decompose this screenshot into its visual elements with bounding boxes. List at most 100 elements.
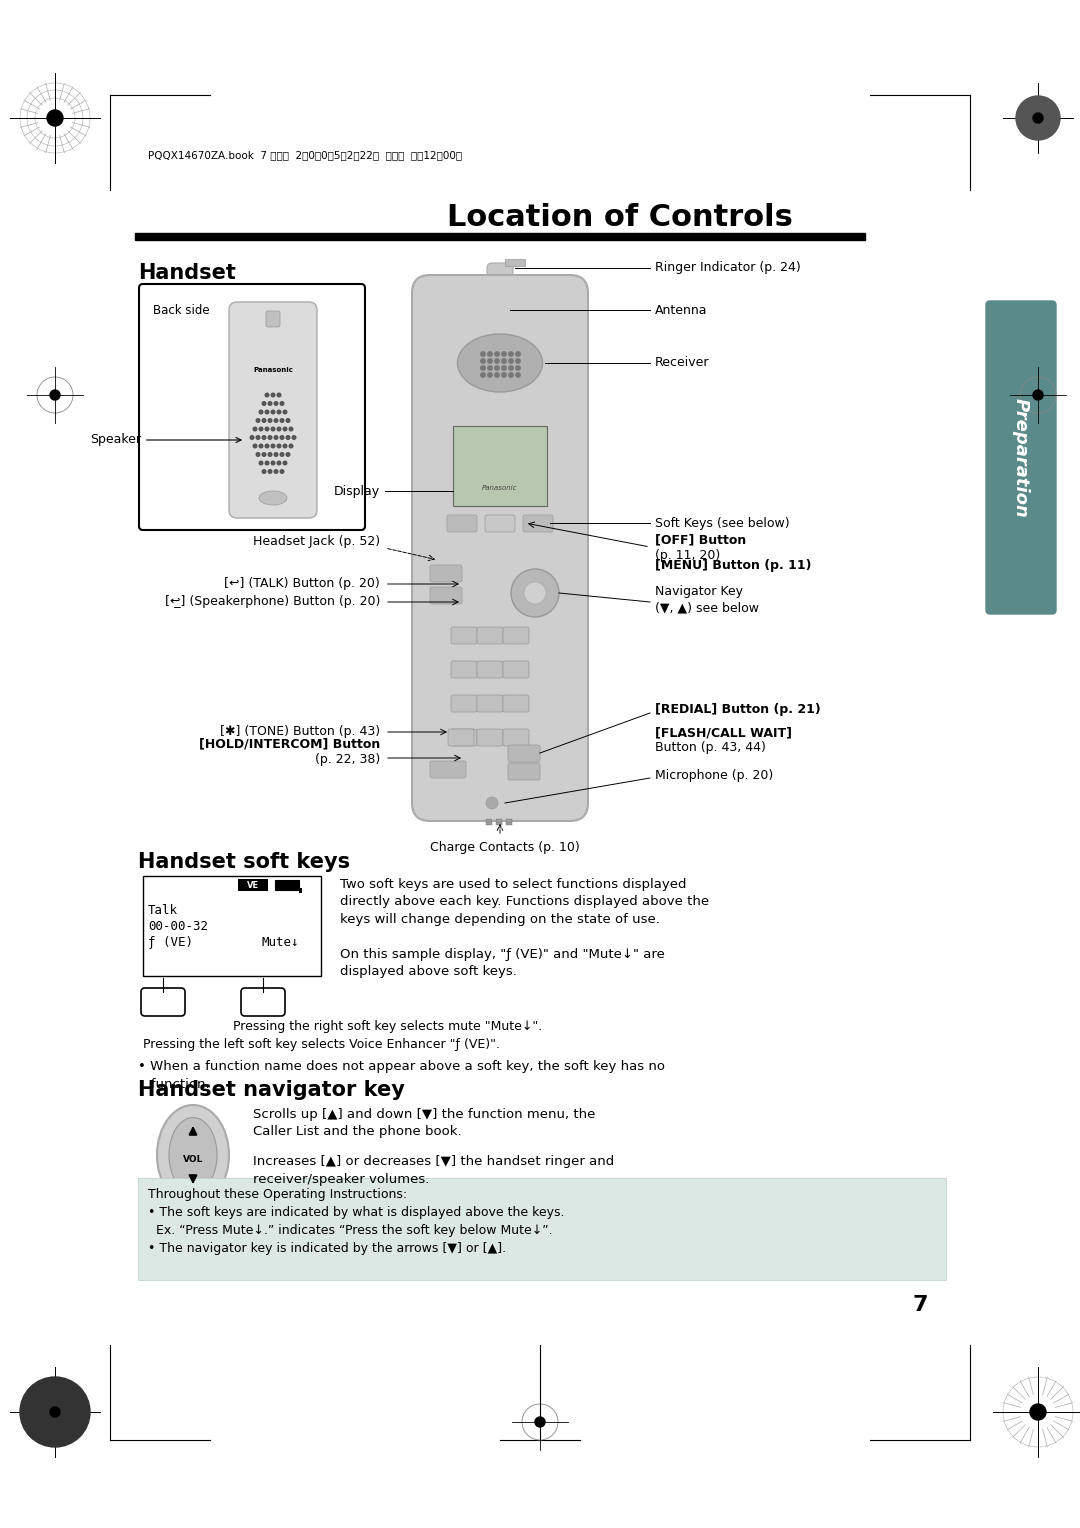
Text: VOL: VOL bbox=[183, 1155, 203, 1164]
FancyBboxPatch shape bbox=[451, 626, 477, 643]
Circle shape bbox=[280, 469, 284, 474]
Bar bbox=[453, 426, 546, 506]
Circle shape bbox=[278, 428, 281, 431]
Text: (p. 22, 38): (p. 22, 38) bbox=[314, 753, 380, 767]
Text: Receiver: Receiver bbox=[654, 356, 710, 370]
Text: (▼, ▲) see below: (▼, ▲) see below bbox=[654, 602, 759, 614]
Circle shape bbox=[256, 419, 260, 422]
Circle shape bbox=[509, 373, 513, 377]
Circle shape bbox=[509, 351, 513, 356]
Circle shape bbox=[509, 359, 513, 364]
Circle shape bbox=[516, 351, 521, 356]
Text: Headset Jack (p. 52): Headset Jack (p. 52) bbox=[253, 535, 380, 549]
Circle shape bbox=[495, 359, 499, 364]
Circle shape bbox=[256, 452, 260, 457]
Circle shape bbox=[278, 393, 281, 397]
Circle shape bbox=[524, 582, 546, 604]
FancyBboxPatch shape bbox=[241, 989, 285, 1016]
Circle shape bbox=[253, 445, 257, 448]
Circle shape bbox=[259, 461, 262, 465]
Bar bbox=[135, 232, 865, 240]
Circle shape bbox=[274, 402, 278, 405]
FancyBboxPatch shape bbox=[503, 662, 529, 678]
Circle shape bbox=[266, 428, 269, 431]
Circle shape bbox=[286, 435, 289, 440]
Bar bbox=[143, 876, 321, 976]
Circle shape bbox=[488, 359, 492, 364]
Circle shape bbox=[253, 428, 257, 431]
Circle shape bbox=[283, 428, 287, 431]
Circle shape bbox=[268, 452, 272, 457]
FancyBboxPatch shape bbox=[487, 263, 513, 358]
Text: Navigator Key: Navigator Key bbox=[654, 585, 743, 599]
Circle shape bbox=[271, 428, 274, 431]
Ellipse shape bbox=[458, 335, 542, 393]
Text: Panasonic: Panasonic bbox=[253, 367, 293, 373]
FancyBboxPatch shape bbox=[986, 301, 1056, 614]
Text: (p. 11, 20): (p. 11, 20) bbox=[654, 550, 720, 562]
Circle shape bbox=[280, 419, 284, 422]
Text: Ringer Indicator (p. 24): Ringer Indicator (p. 24) bbox=[654, 261, 800, 275]
Circle shape bbox=[266, 445, 269, 448]
Ellipse shape bbox=[157, 1105, 229, 1206]
FancyBboxPatch shape bbox=[503, 729, 529, 746]
Circle shape bbox=[516, 359, 521, 364]
Circle shape bbox=[495, 365, 499, 370]
Bar bbox=[275, 880, 299, 889]
Circle shape bbox=[278, 445, 281, 448]
Circle shape bbox=[495, 373, 499, 377]
Circle shape bbox=[511, 568, 559, 617]
Circle shape bbox=[266, 461, 269, 465]
Bar bbox=[496, 819, 502, 825]
Circle shape bbox=[289, 445, 293, 448]
Ellipse shape bbox=[168, 1117, 217, 1192]
Circle shape bbox=[502, 351, 507, 356]
Text: Preparation: Preparation bbox=[1012, 397, 1030, 518]
Text: On this sample display, "ƒ (VE)" and "Mute↓" are
displayed above soft keys.: On this sample display, "ƒ (VE)" and "Mu… bbox=[340, 947, 665, 978]
Bar bbox=[238, 879, 268, 891]
Circle shape bbox=[268, 435, 272, 440]
Text: PQQX14670ZA.book  7 ページ  2　0　0　5年2月22日  火曜日  午後12時00分: PQQX14670ZA.book 7 ページ 2 0 0 5年2月22日 火曜日… bbox=[148, 150, 462, 160]
Circle shape bbox=[283, 410, 287, 414]
Bar bbox=[299, 888, 302, 892]
Text: [REDIAL] Button (p. 21): [REDIAL] Button (p. 21) bbox=[654, 703, 821, 717]
Circle shape bbox=[278, 410, 281, 414]
Circle shape bbox=[481, 359, 485, 364]
Text: Handset navigator key: Handset navigator key bbox=[138, 1080, 405, 1100]
Circle shape bbox=[286, 419, 289, 422]
Text: VE: VE bbox=[247, 882, 259, 891]
Ellipse shape bbox=[259, 490, 287, 504]
Circle shape bbox=[286, 452, 289, 457]
Circle shape bbox=[278, 461, 281, 465]
FancyBboxPatch shape bbox=[503, 695, 529, 712]
Text: [HOLD/INTERCOM] Button: [HOLD/INTERCOM] Button bbox=[199, 738, 380, 750]
Circle shape bbox=[481, 351, 485, 356]
Text: 7: 7 bbox=[913, 1296, 928, 1316]
Circle shape bbox=[481, 373, 485, 377]
Circle shape bbox=[481, 365, 485, 370]
Circle shape bbox=[262, 419, 266, 422]
Circle shape bbox=[21, 1377, 90, 1447]
Circle shape bbox=[1032, 113, 1043, 122]
Text: Handset: Handset bbox=[138, 263, 235, 283]
FancyBboxPatch shape bbox=[451, 662, 477, 678]
Text: Two soft keys are used to select functions displayed
directly above each key. Fu: Two soft keys are used to select functio… bbox=[340, 879, 710, 926]
Text: Pressing the left soft key selects Voice Enhancer "ƒ (VE)".: Pressing the left soft key selects Voice… bbox=[143, 1038, 500, 1051]
Bar bbox=[507, 819, 512, 825]
Circle shape bbox=[516, 365, 521, 370]
FancyBboxPatch shape bbox=[139, 284, 365, 530]
Text: Panasonic: Panasonic bbox=[483, 484, 517, 490]
Circle shape bbox=[48, 110, 63, 125]
Circle shape bbox=[509, 365, 513, 370]
Circle shape bbox=[516, 373, 521, 377]
Text: Increases [▲] or decreases [▼] the handset ringer and
receiver/speaker volumes.: Increases [▲] or decreases [▼] the hands… bbox=[253, 1155, 615, 1186]
FancyBboxPatch shape bbox=[477, 695, 503, 712]
Circle shape bbox=[266, 393, 269, 397]
Bar bbox=[505, 260, 525, 266]
Circle shape bbox=[289, 428, 293, 431]
Circle shape bbox=[262, 452, 266, 457]
FancyBboxPatch shape bbox=[485, 515, 515, 532]
Circle shape bbox=[1030, 1404, 1047, 1420]
Text: ƒ (VE): ƒ (VE) bbox=[148, 937, 193, 949]
Circle shape bbox=[256, 435, 260, 440]
